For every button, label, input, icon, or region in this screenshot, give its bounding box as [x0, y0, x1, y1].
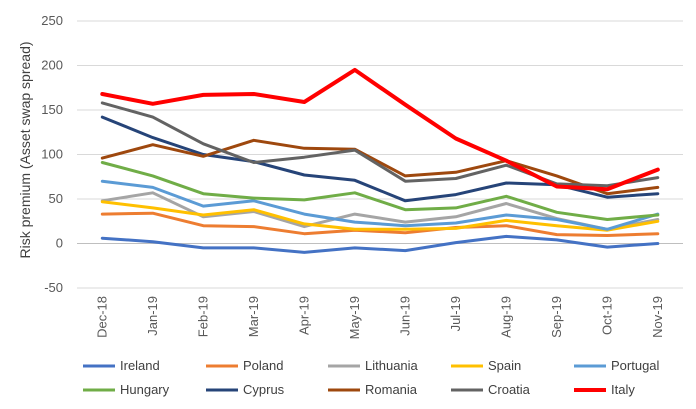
x-tick-label: Mar-19	[246, 296, 261, 337]
legend-label-italy: Italy	[611, 382, 635, 397]
legend-label-croatia: Croatia	[488, 382, 531, 397]
x-axis-tick-labels: Dec-18 Jan-19 Feb-19 Mar-19 Apr-19 May-19 Jun-…	[94, 296, 665, 339]
y-tick-label: 50	[49, 191, 63, 206]
series-line-romania	[100, 138, 660, 196]
y-tick-label: 250	[41, 13, 63, 28]
x-tick-label: May-19	[347, 296, 362, 339]
series-lines	[100, 67, 660, 254]
legend-label-poland: Poland	[243, 358, 283, 373]
x-tick-label: Aug-19	[498, 296, 513, 338]
y-axis-title: Risk premium (Asset swap spread)	[17, 41, 33, 258]
legend: Ireland Poland Lithuania Spain Portugal Hunga…	[83, 358, 660, 397]
series-line-italy	[100, 67, 660, 192]
x-tick-label: Dec-18	[94, 296, 109, 338]
legend-label-romania: Romania	[365, 382, 418, 397]
x-tick-label: Nov-19	[650, 296, 665, 338]
y-tick-label: 100	[41, 147, 63, 162]
y-tick-label: 0	[56, 236, 63, 251]
y-tick-label: -50	[44, 280, 63, 295]
y-tick-label: 200	[41, 58, 63, 73]
series-line-poland	[100, 211, 660, 237]
legend-label-hungary: Hungary	[120, 382, 170, 397]
y-tick-label: 150	[41, 102, 63, 117]
x-tick-label: Jul-19	[448, 296, 463, 331]
legend-label-spain: Spain	[488, 358, 521, 373]
series-line-ireland	[100, 234, 660, 254]
series-line-portugal	[100, 179, 660, 231]
x-tick-label: Oct-19	[599, 296, 614, 335]
x-tick-label: Jan-19	[145, 296, 160, 336]
series-line-hungary	[100, 161, 660, 221]
x-tick-label: Sep-19	[549, 296, 564, 338]
legend-label-portugal: Portugal	[611, 358, 660, 373]
x-tick-label: Jun-19	[397, 296, 412, 336]
series-line-spain	[100, 200, 660, 232]
legend-label-cyprus: Cyprus	[243, 382, 285, 397]
legend-label-ireland: Ireland	[120, 358, 160, 373]
x-tick-label: Apr-19	[296, 296, 311, 335]
y-axis-tick-labels: -50 0 50 100 150 200 250	[41, 13, 63, 295]
x-tick-label: Feb-19	[195, 296, 210, 337]
legend-label-lithuania: Lithuania	[365, 358, 419, 373]
series-line-croatia	[100, 101, 660, 188]
